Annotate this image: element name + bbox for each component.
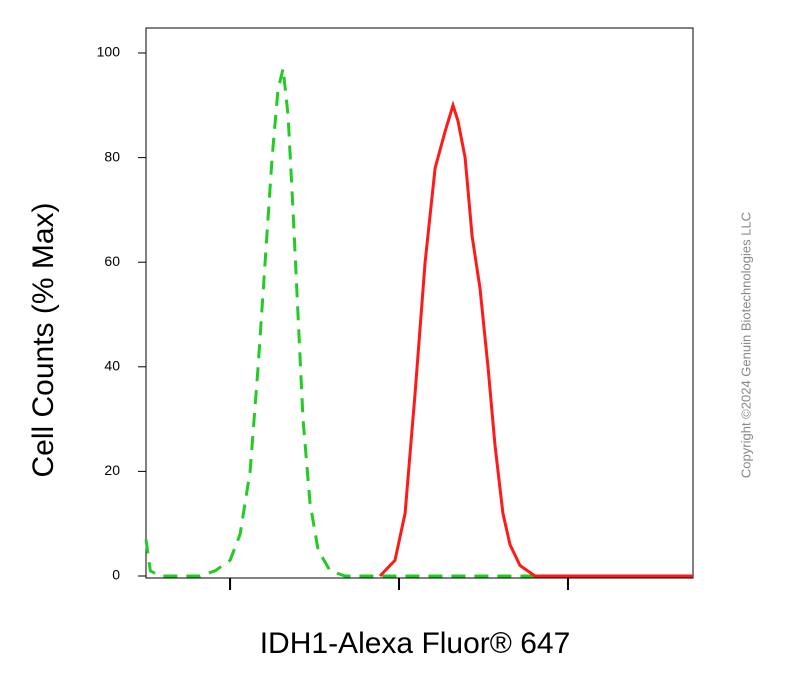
- plot-frame: [145, 27, 694, 579]
- x-axis-label: IDH1-Alexa Fluor® 647: [260, 627, 571, 660]
- y-tick-label: 80: [104, 148, 120, 164]
- y-tick-label: 20: [104, 462, 120, 478]
- y-axis-label: Cell Counts (% Max): [27, 202, 60, 477]
- series-line: [144, 68, 693, 578]
- y-tick-label: 100: [97, 44, 121, 60]
- series-line: [378, 100, 693, 578]
- y-tick-label: 40: [104, 358, 120, 374]
- y-tick-label: 60: [104, 253, 120, 269]
- y-tick-label: 0: [112, 567, 120, 583]
- watermark: Copyright ©2024 Genuin Biotechnologies L…: [738, 212, 753, 478]
